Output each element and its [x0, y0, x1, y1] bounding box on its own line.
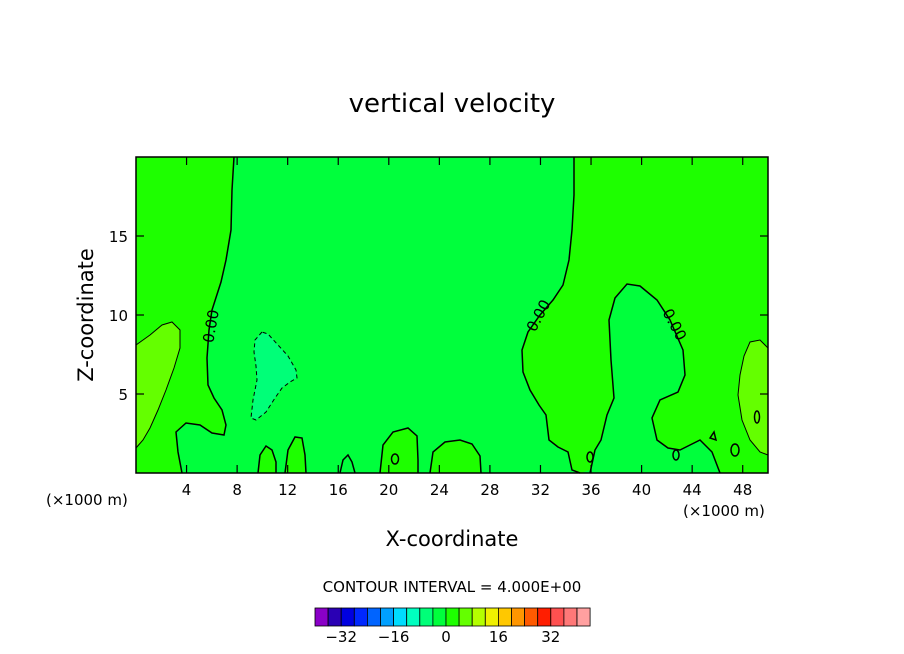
x-tick-label: 28	[480, 481, 499, 499]
colorbar-swatch	[563, 607, 578, 627]
colorbar-swatch	[511, 607, 526, 627]
contour-label-left: 0.00	[199, 308, 223, 344]
y-tick-label: 10	[109, 307, 128, 325]
y-axis-label: Z-coordinate	[74, 248, 98, 382]
x-tick-label: 20	[379, 481, 398, 499]
x-tick-label: 12	[278, 481, 297, 499]
colorbar-swatch	[524, 607, 539, 627]
downdraft-region	[251, 332, 297, 420]
x-axis: 4 8 12 16 20 24 28 32 36 40 44 48	[182, 157, 752, 499]
right-edge-max-region	[738, 340, 768, 455]
colorbar-tick-label: 16	[489, 628, 508, 646]
x-unit-left: (×1000 m)	[46, 491, 128, 509]
colorbar-swatch	[458, 607, 473, 627]
colorbar-tick-label: 0	[441, 628, 451, 646]
colorbar-swatch	[497, 607, 512, 627]
plot-area: 0.00 0.00 0.00	[135, 156, 769, 474]
colorbar-swatch	[537, 607, 552, 627]
left-edge-max-region	[136, 322, 180, 448]
colorbar-swatch	[471, 607, 486, 627]
x-tick-label: 48	[733, 481, 752, 499]
colorbar-tick-label: −16	[378, 628, 410, 646]
colorbar-tick-label: 32	[541, 628, 560, 646]
x-unit-right: (×1000 m)	[683, 502, 765, 520]
colorbar-swatch	[445, 607, 460, 627]
x-tick-label: 36	[581, 481, 600, 499]
x-tick-label: 4	[182, 481, 192, 499]
colorbar-swatch	[366, 607, 381, 627]
x-tick-label: 24	[430, 481, 449, 499]
x-tick-label: 40	[632, 481, 651, 499]
colorbar-tick-label: −32	[325, 628, 357, 646]
zero-contours	[135, 156, 769, 474]
y-tick-label: 5	[118, 386, 128, 404]
right-upward-region	[522, 157, 768, 473]
colorbar-swatch	[353, 607, 368, 627]
colorbar-swatch	[550, 607, 565, 627]
colorbar-swatch	[406, 607, 421, 627]
x-tick-label: 32	[531, 481, 550, 499]
y-axis: 5 10 15	[109, 228, 768, 404]
colorbar-swatch	[576, 607, 591, 627]
negative-contour	[250, 331, 298, 421]
x-tick-label: 44	[683, 481, 702, 499]
colorbar-swatch	[419, 607, 434, 627]
x-tick-label: 16	[329, 481, 348, 499]
colorbar-swatch	[380, 607, 395, 627]
colorbar-swatch	[484, 607, 499, 627]
colorbar-swatch	[340, 607, 355, 627]
chart-title: vertical velocity	[349, 89, 556, 119]
colorbar-swatch	[393, 607, 408, 627]
colorbar: −32 −16 0 16 32	[314, 607, 591, 646]
x-axis-label: X-coordinate	[386, 527, 519, 551]
x-tick-label: 8	[232, 481, 242, 499]
colorbar-swatch	[314, 607, 329, 627]
colorbar-swatch	[432, 607, 447, 627]
contour-interval-label: CONTOUR INTERVAL = 4.000E+00	[323, 578, 582, 596]
colorbar-swatch	[327, 607, 342, 627]
y-tick-label: 15	[109, 228, 128, 246]
